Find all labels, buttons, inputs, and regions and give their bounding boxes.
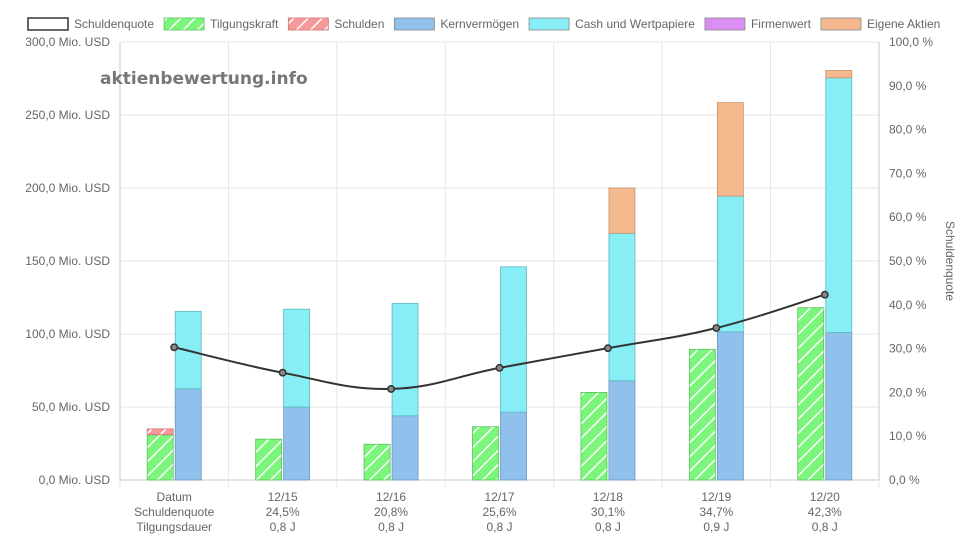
category-label: 12/16 bbox=[376, 490, 406, 504]
legend-item-eigene_aktien: Eigene Aktien bbox=[820, 17, 940, 31]
cash-bar bbox=[500, 266, 527, 413]
schuldenquote-point bbox=[712, 324, 721, 332]
tilgungskraft-bar bbox=[580, 391, 608, 481]
legend-item-cash: Cash und Wertpapiere bbox=[528, 17, 695, 31]
schuldenquote-point bbox=[495, 363, 504, 372]
tilgungskraft-bar bbox=[688, 348, 716, 481]
eigene_aktien-bar bbox=[608, 187, 636, 234]
tilgungsdauer-label: 0,8 J bbox=[378, 520, 404, 534]
tilgungsdauer-label: 0,8 J bbox=[812, 520, 838, 534]
tilgungsdauer-label: 0,8 J bbox=[595, 520, 621, 534]
bars bbox=[146, 70, 853, 481]
kernvermoegen-bar bbox=[283, 406, 311, 481]
eigene_aktien-bar bbox=[825, 70, 853, 79]
left-tick-label: 100,0 Mio. USD bbox=[25, 327, 110, 341]
tilgungsdauer-label: Tilgungsdauer bbox=[136, 520, 212, 534]
left-tick-label: 50,0 Mio. USD bbox=[32, 400, 110, 414]
legend-item-firmenwert: Firmenwert bbox=[704, 17, 812, 31]
schuldenquote-point bbox=[387, 384, 396, 393]
right-tick-label: 60,0 % bbox=[889, 210, 927, 224]
tilgungskraft-bar bbox=[472, 426, 499, 481]
axes: 0,0 Mio. USD 50,0 Mio. USD 100,0 Mio. USD 1… bbox=[25, 35, 933, 534]
kernvermoegen-bar bbox=[391, 415, 419, 481]
tilgungsdauer-label: 0,8 J bbox=[270, 520, 296, 534]
watermark: aktienbewertung.info bbox=[100, 69, 308, 89]
legend-label: Kernvermögen bbox=[440, 17, 519, 31]
schuldenquote-point bbox=[278, 368, 287, 377]
eigene_aktien-bar bbox=[716, 102, 744, 197]
legend-label: Schuldenquote bbox=[74, 17, 154, 31]
legend-label: Firmenwert bbox=[751, 17, 812, 31]
legend-item-tilgungskraft: Tilgungskraft bbox=[163, 17, 279, 31]
schuldenquote-label: 30,1% bbox=[591, 505, 625, 519]
schuldenquote-line bbox=[170, 290, 829, 393]
right-tick-label: 80,0 % bbox=[889, 123, 927, 137]
right-tick-label: 40,0 % bbox=[889, 298, 927, 312]
schuldenquote-label: 24,5% bbox=[266, 505, 300, 519]
schuldenquote-label: Schuldenquote bbox=[134, 505, 214, 519]
gridlines bbox=[119, 41, 880, 488]
kernvermoegen-bar bbox=[500, 411, 527, 481]
kernvermoegen-bar bbox=[174, 388, 202, 481]
left-tick-label: 300,0 Mio. USD bbox=[25, 35, 110, 49]
legend-swatch bbox=[820, 17, 862, 31]
schuldenquote-point bbox=[820, 290, 829, 299]
legend-swatch bbox=[393, 17, 435, 31]
cash-bar bbox=[825, 77, 853, 333]
legend-swatch bbox=[287, 17, 329, 31]
tilgungskraft-bar bbox=[363, 443, 391, 481]
tilgungsdauer-label: 0,8 J bbox=[486, 520, 512, 534]
kernvermoegen-bar bbox=[608, 380, 636, 481]
tilgungsdauer-label: 0,9 J bbox=[703, 520, 729, 534]
legend-label: Eigene Aktien bbox=[867, 17, 940, 31]
tilgungskraft-bar bbox=[797, 307, 825, 481]
category-label: 12/19 bbox=[701, 490, 731, 504]
cash-bar bbox=[283, 308, 311, 408]
legend-item-schuldenquote: Schuldenquote bbox=[27, 17, 154, 31]
kernvermoegen-bar bbox=[825, 332, 853, 481]
category-label: 12/17 bbox=[484, 490, 514, 504]
cash-bar bbox=[391, 302, 419, 417]
tilgungskraft-bar bbox=[255, 438, 283, 481]
right-tick-label: 100,0 % bbox=[889, 35, 933, 49]
left-tick-label: 150,0 Mio. USD bbox=[25, 254, 110, 268]
category-label: Datum bbox=[157, 490, 192, 504]
right-tick-label: 90,0 % bbox=[889, 79, 927, 93]
legend-item-kernvermoegen: Kernvermögen bbox=[393, 17, 519, 31]
category-label: 12/18 bbox=[593, 490, 623, 504]
cash-bar bbox=[608, 232, 636, 382]
right-tick-label: 50,0 % bbox=[889, 254, 927, 268]
schuldenquote-label: 25,6% bbox=[482, 505, 516, 519]
right-tick-label: 20,0 % bbox=[889, 385, 927, 399]
left-tick-label: 250,0 Mio. USD bbox=[25, 108, 110, 122]
legend-label: Tilgungskraft bbox=[210, 17, 279, 31]
legend-swatch bbox=[528, 17, 570, 31]
right-tick-label: 10,0 % bbox=[889, 429, 927, 443]
schuldenquote-label: 42,3% bbox=[808, 505, 842, 519]
category-label: 12/15 bbox=[268, 490, 298, 504]
legend-swatch bbox=[27, 17, 69, 31]
legend-item-schulden: Schulden bbox=[287, 17, 384, 31]
right-tick-label: 0,0 % bbox=[889, 473, 920, 487]
schuldenquote-label: 20,8% bbox=[374, 505, 408, 519]
right-tick-label: 30,0 % bbox=[889, 342, 927, 356]
cash-bar bbox=[716, 195, 744, 333]
schulden-bar bbox=[146, 428, 174, 436]
legend-label: Cash und Wertpapiere bbox=[575, 17, 695, 31]
left-tick-label: 200,0 Mio. USD bbox=[25, 181, 110, 195]
legend: Schuldenquote Tilgungskraft Schulden Kernve… bbox=[27, 17, 940, 31]
schuldenquote-point bbox=[170, 343, 179, 352]
schuldenquote-point bbox=[603, 344, 612, 353]
category-label: 12/20 bbox=[810, 490, 840, 504]
tilgungskraft-bar bbox=[146, 434, 174, 481]
right-axis-title: Schuldenquote bbox=[943, 221, 957, 301]
legend-swatch bbox=[163, 17, 205, 31]
legend-label: Schulden bbox=[334, 17, 384, 31]
right-tick-label: 70,0 % bbox=[889, 166, 927, 180]
legend-swatch bbox=[704, 17, 746, 31]
kernvermoegen-bar bbox=[716, 331, 744, 481]
schuldenquote-label: 34,7% bbox=[699, 505, 733, 519]
left-tick-label: 0,0 Mio. USD bbox=[39, 473, 111, 487]
